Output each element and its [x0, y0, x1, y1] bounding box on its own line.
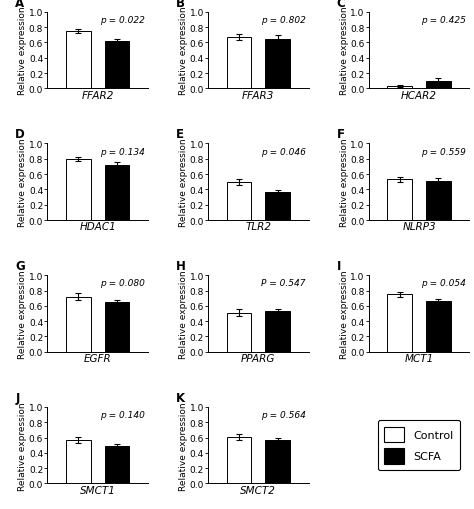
X-axis label: SMCT1: SMCT1 — [80, 485, 116, 495]
Text: P = 0.547: P = 0.547 — [261, 279, 306, 288]
Text: C: C — [337, 0, 346, 10]
Bar — [66, 159, 91, 220]
Bar — [426, 302, 451, 352]
Text: p = 0.022: p = 0.022 — [100, 16, 145, 25]
Bar — [387, 180, 412, 220]
Bar — [66, 297, 91, 352]
Text: p = 0.080: p = 0.080 — [100, 279, 145, 288]
Bar — [387, 87, 412, 89]
Y-axis label: Relative expression: Relative expression — [18, 138, 27, 227]
Bar — [265, 193, 290, 220]
Legend: Control, SCFA: Control, SCFA — [378, 420, 460, 470]
Bar — [426, 81, 451, 89]
Bar — [265, 440, 290, 484]
Bar — [387, 295, 412, 352]
Text: A: A — [15, 0, 24, 10]
Y-axis label: Relative expression: Relative expression — [179, 401, 188, 490]
X-axis label: MCT1: MCT1 — [404, 353, 434, 363]
Text: K: K — [176, 391, 185, 404]
Text: p = 0.046: p = 0.046 — [261, 147, 306, 156]
Bar — [227, 182, 251, 220]
X-axis label: EGFR: EGFR — [84, 353, 111, 363]
X-axis label: TLR2: TLR2 — [246, 222, 271, 232]
Text: p = 0.140: p = 0.140 — [100, 410, 145, 419]
Bar — [66, 32, 91, 89]
Text: F: F — [337, 128, 345, 141]
Bar — [227, 437, 251, 484]
X-axis label: PPARG: PPARG — [241, 353, 275, 363]
Bar — [227, 38, 251, 89]
Y-axis label: Relative expression: Relative expression — [340, 138, 349, 227]
Text: H: H — [176, 260, 186, 273]
X-axis label: FFAR2: FFAR2 — [82, 91, 114, 100]
Bar — [426, 182, 451, 220]
X-axis label: HDAC1: HDAC1 — [79, 222, 116, 232]
Y-axis label: Relative expression: Relative expression — [340, 270, 349, 358]
Text: p = 0.134: p = 0.134 — [100, 147, 145, 156]
Text: E: E — [176, 128, 184, 141]
Bar — [105, 165, 129, 220]
X-axis label: SMCT2: SMCT2 — [240, 485, 276, 495]
Bar — [265, 40, 290, 89]
Y-axis label: Relative expression: Relative expression — [179, 138, 188, 227]
Text: G: G — [15, 260, 25, 273]
Y-axis label: Relative expression: Relative expression — [18, 401, 27, 490]
Bar — [227, 313, 251, 352]
Text: D: D — [15, 128, 25, 141]
Bar — [105, 42, 129, 89]
Y-axis label: Relative expression: Relative expression — [179, 270, 188, 358]
Bar — [105, 302, 129, 352]
Bar — [265, 312, 290, 352]
Bar — [105, 446, 129, 484]
Y-axis label: Relative expression: Relative expression — [18, 7, 27, 95]
Text: p = 0.425: p = 0.425 — [421, 16, 466, 25]
Bar — [66, 440, 91, 484]
Text: J: J — [15, 391, 19, 404]
Text: p = 0.054: p = 0.054 — [421, 279, 466, 288]
X-axis label: NLRP3: NLRP3 — [402, 222, 436, 232]
Y-axis label: Relative expression: Relative expression — [18, 270, 27, 358]
Text: B: B — [176, 0, 185, 10]
Text: I: I — [337, 260, 341, 273]
Text: p = 0.564: p = 0.564 — [261, 410, 306, 419]
Y-axis label: Relative expression: Relative expression — [179, 7, 188, 95]
Text: p = 0.559: p = 0.559 — [421, 147, 466, 156]
X-axis label: FFAR3: FFAR3 — [242, 91, 274, 100]
X-axis label: HCAR2: HCAR2 — [401, 91, 437, 100]
Text: p = 0.802: p = 0.802 — [261, 16, 306, 25]
Y-axis label: Relative expression: Relative expression — [340, 7, 349, 95]
